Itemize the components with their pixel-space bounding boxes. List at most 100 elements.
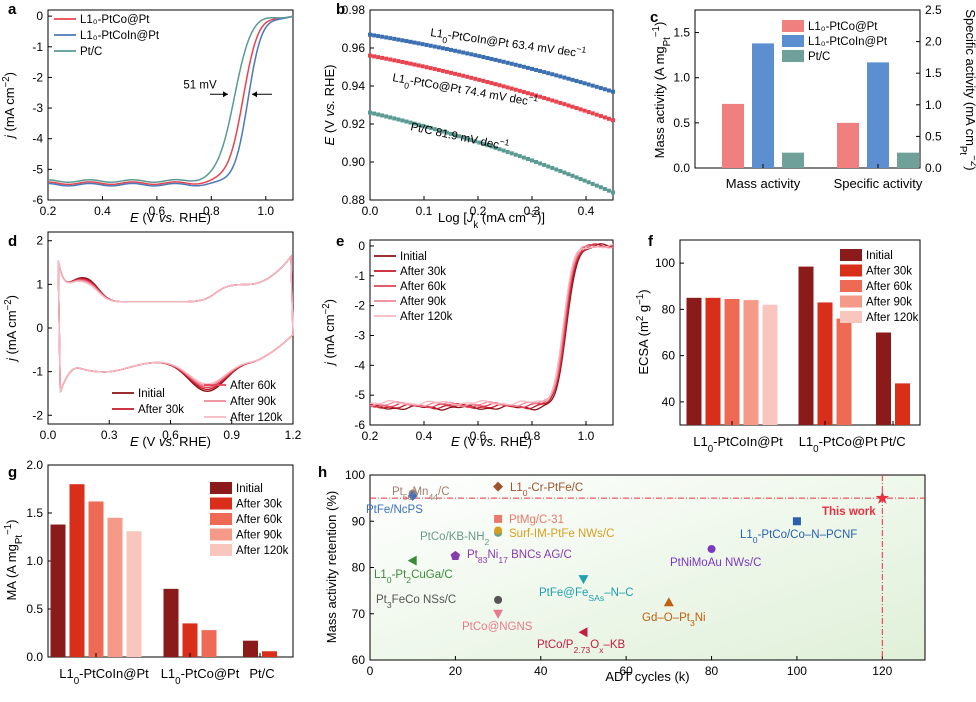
bar <box>126 531 142 657</box>
y2-tick-label: 2.5 <box>925 3 942 17</box>
text-segment: E <box>130 434 139 449</box>
tafel-point <box>465 74 470 79</box>
tafel-point <box>424 124 429 129</box>
y-tick-label: -2 <box>32 70 43 84</box>
text-segment: PtFe/NcPS <box>366 504 423 516</box>
y-tick-label: 0.90 <box>342 155 366 169</box>
tafel-point <box>376 55 381 60</box>
text-segment: L1 <box>693 434 707 449</box>
tafel-point <box>566 76 571 81</box>
tafel-point <box>444 47 449 52</box>
tafel-point <box>542 162 547 167</box>
bar <box>107 517 123 657</box>
tafel-point <box>384 114 389 119</box>
tafel-point <box>404 60 409 65</box>
tafel-point <box>473 139 478 144</box>
tafel-point <box>473 53 478 58</box>
category-label: L10-PtCo@Pt <box>799 434 878 455</box>
legend-swatch <box>782 50 804 62</box>
text-segment: vs. <box>480 434 497 449</box>
tafel-slope-label: Pt/C 81.9 mV dec−1 <box>409 117 510 153</box>
tafel-point <box>570 173 575 178</box>
tafel-point <box>400 59 405 64</box>
tafel-point <box>606 116 611 121</box>
y-tick-label: 60 <box>662 349 676 363</box>
text-segment: L1 <box>374 569 387 581</box>
tafel-point <box>546 71 551 76</box>
tafel-point <box>396 37 401 42</box>
y2-axis-label: Specific activity (mA cmPt−2) <box>958 9 976 170</box>
text-segment: Mn <box>412 486 428 498</box>
tafel-point <box>525 65 530 70</box>
text-segment: −1 <box>651 26 662 37</box>
legend-swatch <box>840 249 862 261</box>
data-point <box>407 555 417 566</box>
panel-letter: f <box>648 233 654 250</box>
x-tick-label: 0.0 <box>362 204 379 218</box>
tafel-point <box>408 39 413 44</box>
text-segment: E <box>451 434 460 449</box>
tafel-point <box>509 86 514 91</box>
tafel-point <box>412 121 417 126</box>
point-label: Surf-IM-PtFe NWs/C <box>509 528 614 540</box>
panel-a: a 0.2 0.4 0.6 0.8 1.0 -6 -5 -4 -3 -2 -1 0 L1₀-PtCo@Pt… <box>1 1 294 225</box>
arrow-head <box>252 91 257 98</box>
y2-tick-label: 1.0 <box>925 98 942 112</box>
y-tick-label: -3 <box>32 101 43 115</box>
tafel-point <box>444 130 449 135</box>
y-tick-label: -1 <box>32 365 43 379</box>
tafel-point <box>582 178 587 183</box>
bar <box>743 300 759 425</box>
category-label: Specific activity <box>834 176 923 191</box>
legend-label: Initial <box>138 388 165 400</box>
x-tick-label: 0.2 <box>40 204 57 218</box>
tafel-point <box>485 79 490 84</box>
text-segment: BNCs AG/C <box>508 549 572 561</box>
tafel-point <box>578 80 583 85</box>
x-tick-label: 0.4 <box>94 204 111 218</box>
data-point <box>407 490 418 501</box>
legend-label: After 120k <box>400 311 453 323</box>
tafel-point <box>538 94 543 99</box>
y-tick-label: 60 <box>352 653 366 667</box>
text-segment: (V <box>460 434 480 449</box>
point-label: PtFe@FeSAs–N–C <box>539 587 634 603</box>
text-segment: O <box>590 639 599 651</box>
tafel-point <box>598 86 603 91</box>
tafel-point <box>525 91 530 96</box>
y-tick-label: -1 <box>32 40 43 54</box>
tafel-point <box>436 45 441 50</box>
point-label: Pt83Ni17 BNCs AG/C <box>467 549 572 565</box>
text-segment: Pt <box>662 37 673 47</box>
bar <box>836 318 852 425</box>
tafel-point <box>606 188 611 193</box>
tafel-point <box>493 145 498 150</box>
text-segment: −2 <box>969 155 976 166</box>
tafel-point <box>473 76 478 81</box>
point-label: PtFe/NcPS <box>366 504 423 516</box>
x-axis-label: E (V vs. RHE) <box>130 434 211 449</box>
text-segment: ) <box>322 299 337 303</box>
tafel-point <box>457 49 462 54</box>
text-segment: ) <box>4 519 19 523</box>
tafel-point <box>513 62 518 67</box>
bar <box>895 383 910 425</box>
tafel-point <box>570 104 575 109</box>
tafel-point <box>392 58 397 63</box>
text-segment: Log [ <box>438 210 467 225</box>
tafel-point <box>566 103 571 108</box>
polarization-curve <box>369 243 614 411</box>
text-segment: Pt <box>958 146 969 156</box>
tafel-point <box>611 190 615 195</box>
legend-swatch <box>210 544 232 556</box>
tafel-point <box>440 68 445 73</box>
bar <box>88 501 104 657</box>
tafel-point <box>509 151 514 156</box>
tafel-point <box>388 57 393 62</box>
legend-label: Pt/C <box>80 46 102 58</box>
legend-swatch <box>782 20 804 32</box>
plot-frame <box>47 9 294 201</box>
tafel-point <box>562 75 567 80</box>
tafel-point <box>416 41 421 46</box>
bar <box>762 304 778 425</box>
